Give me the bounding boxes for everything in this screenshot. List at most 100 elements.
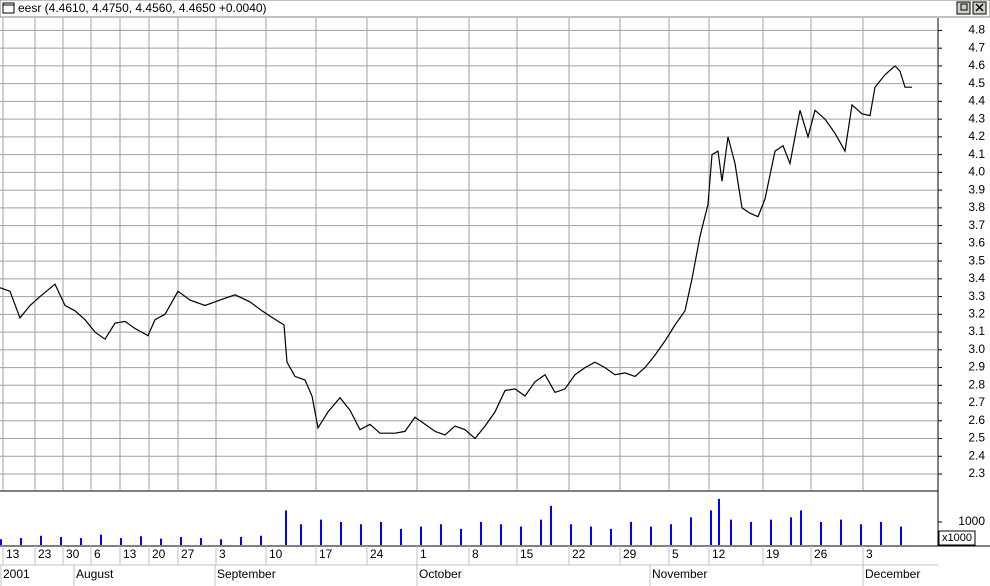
x-tick-label: 17 (319, 547, 333, 561)
x-tick-label: 24 (370, 547, 384, 561)
month-label: October (419, 567, 462, 581)
window-icon (2, 2, 15, 14)
volume-bar (220, 539, 222, 545)
x-tick-label: 27 (181, 547, 195, 561)
y-tick-label: 4.8 (968, 23, 985, 37)
volume-bar (140, 536, 142, 545)
volume-bar (260, 535, 262, 545)
x-tick-label: 26 (814, 547, 828, 561)
volume-bar (360, 524, 362, 545)
volume-bar (460, 528, 462, 545)
x-tick-label: 19 (766, 547, 780, 561)
volume-bar (380, 521, 382, 545)
y-tick-label: 3.5 (968, 253, 985, 267)
month-label: August (76, 567, 114, 581)
volume-bar (630, 521, 632, 545)
volume-bar (610, 528, 612, 545)
volume-bar (710, 510, 712, 545)
price-line (0, 65, 912, 440)
volume-bar (900, 526, 902, 545)
volume-bar (40, 535, 42, 545)
x-tick-label: 10 (269, 547, 283, 561)
volume-bar (0, 539, 2, 545)
y-tick-label: 2.9 (968, 360, 985, 374)
y-tick-label: 2.6 (968, 413, 985, 427)
volume-bar (670, 524, 672, 545)
volume-bar (500, 524, 502, 545)
volume-bar (540, 519, 542, 545)
x-tick-label: 13 (123, 547, 137, 561)
volume-bar (730, 519, 732, 545)
volume-bar (550, 505, 552, 545)
y-tick-label: 2.5 (968, 431, 985, 445)
x-tick-label: 8 (472, 547, 479, 561)
window-title: eesr (4.4610, 4.4750, 4.4560, 4.4650 +0.… (18, 1, 267, 15)
x-tick-label: 1 (420, 547, 427, 561)
y-tick-label: 3.3 (968, 289, 985, 303)
volume-bar (240, 536, 242, 545)
y-tick-label: 4.3 (968, 111, 985, 125)
x-tick-label: 15 (520, 547, 534, 561)
volume-bar (800, 510, 802, 545)
volume-bar (790, 517, 792, 545)
volume-bar (20, 538, 22, 545)
volume-bar (770, 519, 772, 545)
volume-bar (340, 521, 342, 545)
y-tick-label: 3.6 (968, 236, 985, 250)
volume-bar (100, 534, 102, 545)
restore-icon (960, 3, 968, 11)
y-tick-label: 4.4 (968, 94, 985, 108)
y-tick-label: 3.7 (968, 218, 985, 232)
y-tick-label: 3.1 (968, 324, 985, 338)
y-tick-label: 4.2 (968, 129, 985, 143)
x-tick-label: 22 (572, 547, 586, 561)
volume-bar (80, 538, 82, 545)
volume-bar (590, 526, 592, 545)
x-tick-label: 5 (672, 547, 679, 561)
volume-bar (820, 521, 822, 545)
close-icon (975, 3, 984, 12)
volume-tick-label: 1000 (958, 514, 985, 528)
unit-box (938, 530, 976, 546)
y-tick-label: 4.7 (968, 40, 985, 54)
y-tick-label: 2.3 (968, 466, 985, 480)
volume-bar (160, 538, 162, 545)
y-tick-label: 2.8 (968, 377, 985, 391)
x-tick-label: 20 (152, 547, 166, 561)
y-tick-label: 3.4 (968, 271, 985, 285)
volume-bar (420, 526, 422, 545)
volume-bar (120, 538, 122, 545)
x-tick-label: 29 (623, 547, 637, 561)
volume-bar (60, 536, 62, 545)
month-label: 2001 (3, 567, 30, 581)
volume-bar (440, 524, 442, 545)
month-label: November (652, 567, 707, 581)
volume-bar (750, 521, 752, 545)
volume-bar (320, 519, 322, 545)
volume-bar (718, 498, 720, 545)
x-tick-label: 6 (94, 547, 101, 561)
x-tick-label: 12 (712, 547, 726, 561)
volume-bar (480, 521, 482, 545)
volume-bar (285, 510, 287, 545)
month-label: September (217, 567, 276, 581)
volume-bar (880, 521, 882, 545)
volume-bar (570, 524, 572, 545)
volume-bar (520, 526, 522, 545)
y-tick-label: 3.2 (968, 307, 985, 321)
volume-unit: x1000 (942, 532, 972, 544)
x-tick-label: 30 (66, 547, 80, 561)
volume-bar (400, 528, 402, 545)
y-tick-label: 4.1 (968, 147, 985, 161)
month-label: December (865, 567, 920, 581)
volume-bar (300, 524, 302, 545)
volume-bar (840, 519, 842, 545)
y-tick-label: 4.6 (968, 58, 985, 72)
y-tick-label: 4.5 (968, 76, 985, 90)
volume-bar (860, 524, 862, 545)
y-tick-label: 4.0 (968, 165, 985, 179)
volume-bar (200, 538, 202, 545)
y-tick-label: 2.4 (968, 448, 985, 462)
y-tick-label: 3.8 (968, 200, 985, 214)
